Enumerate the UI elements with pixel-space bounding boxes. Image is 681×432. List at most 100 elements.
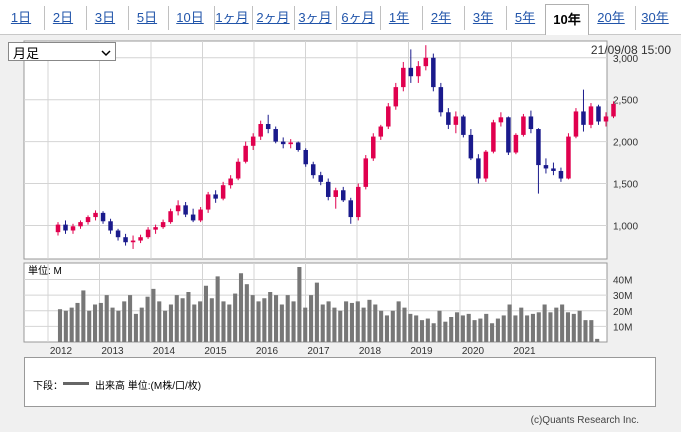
- volume-bar: [408, 313, 413, 342]
- candle-body: [205, 194, 211, 210]
- volume-bar: [338, 310, 343, 342]
- year-label: 2018: [359, 346, 382, 355]
- year-label: 2019: [410, 346, 433, 355]
- volume-bar: [209, 298, 214, 342]
- volume-bar: [379, 310, 384, 342]
- tab-9[interactable]: 6ヶ月: [336, 6, 379, 30]
- tab-label: 3年: [472, 10, 494, 25]
- volume-bar: [560, 304, 565, 342]
- candle-body: [528, 116, 534, 130]
- tab-7[interactable]: 2ヶ月: [252, 6, 293, 30]
- volume-bar: [583, 320, 588, 342]
- candle-body: [55, 224, 61, 233]
- tab-2[interactable]: 2日: [44, 6, 81, 30]
- volume-bar: [542, 304, 547, 342]
- candle-body: [423, 57, 429, 67]
- volume-bar: [303, 307, 308, 342]
- candle-body: [93, 212, 98, 218]
- candle-body: [175, 205, 181, 212]
- volume-tick-label: 40M: [613, 276, 632, 287]
- candle-body: [431, 57, 436, 88]
- chart-panel: 3,000 2,500 2,000 1,500 1,000 2012 2013 2014 201…: [0, 35, 681, 432]
- volume-bar: [110, 307, 115, 342]
- volume-bar: [484, 313, 489, 342]
- candle-body: [183, 205, 188, 215]
- tab-3[interactable]: 3日: [86, 6, 123, 30]
- price-tick-label: 2,000: [613, 138, 638, 149]
- tab-10[interactable]: 1年: [380, 6, 417, 30]
- tab-label: 1日: [10, 10, 32, 25]
- volume-bar: [163, 310, 168, 342]
- candle-body: [408, 67, 414, 77]
- volume-bar: [69, 307, 74, 342]
- volume-bar: [449, 317, 454, 342]
- volume-bar: [530, 313, 535, 342]
- volume-bar: [425, 318, 430, 342]
- legend-box: 下段： 出来高 単位:(M株/口/枚): [24, 357, 656, 407]
- candle-body: [70, 226, 76, 231]
- timestamp: 21/09/08 15:00: [590, 43, 671, 57]
- volume-bar: [174, 295, 179, 342]
- tab-5[interactable]: 10日: [168, 6, 211, 30]
- tab-12[interactable]: 3年: [464, 6, 501, 30]
- volume-bar: [186, 292, 191, 342]
- candle-body: [363, 158, 369, 187]
- volume-tick-label: 30M: [613, 291, 632, 302]
- volume-bar: [268, 292, 273, 342]
- volume-bar: [373, 304, 378, 342]
- period-select[interactable]: 月足: [8, 42, 116, 61]
- volume-bar: [554, 307, 559, 342]
- volume-bar: [198, 301, 203, 342]
- volume-bar: [320, 304, 325, 342]
- tab-1[interactable]: 1日: [4, 6, 38, 30]
- tab-13[interactable]: 5年: [506, 6, 543, 30]
- candle-body: [85, 217, 91, 223]
- tab-11[interactable]: 2年: [422, 6, 459, 30]
- candle-body: [513, 134, 519, 153]
- volume-bar: [349, 302, 354, 342]
- candle-body: [446, 112, 451, 125]
- volume-bar: [460, 315, 465, 342]
- volume-bar: [192, 304, 197, 342]
- volume-bar: [472, 320, 477, 342]
- candle-body: [543, 165, 549, 169]
- tab-label: 1年: [388, 10, 410, 25]
- candle-body: [198, 209, 203, 221]
- candle-body: [551, 168, 556, 171]
- volume-bar: [536, 312, 541, 342]
- year-label: 2015: [204, 346, 227, 355]
- candle-body: [115, 230, 121, 238]
- tab-8[interactable]: 3ヶ月: [294, 6, 335, 30]
- candle-body: [333, 190, 338, 197]
- tab-label: 20年: [597, 10, 625, 25]
- candle-body: [303, 150, 308, 165]
- candle-body: [273, 129, 278, 142]
- volume-bar: [291, 301, 296, 342]
- volume-bar: [367, 299, 372, 342]
- candle-body: [393, 87, 399, 107]
- tab-15[interactable]: 20年: [591, 6, 631, 30]
- tab-14[interactable]: 10年: [545, 4, 589, 35]
- price-tick-label: 3,000: [613, 54, 638, 65]
- copyright: (c)Quants Research Inc.: [530, 415, 639, 426]
- volume-bar: [419, 320, 425, 342]
- legend-label: 下段：: [33, 381, 63, 392]
- chevron-down-icon: [101, 46, 111, 61]
- candle-body: [295, 142, 301, 150]
- volume-bar: [443, 321, 448, 342]
- tab-6[interactable]: 1ヶ月: [214, 6, 249, 30]
- candle-body: [258, 124, 263, 137]
- price-tick-label: 1,000: [613, 221, 638, 232]
- candle-body: [265, 124, 271, 130]
- tab-4[interactable]: 5日: [128, 6, 165, 30]
- volume-bar: [565, 312, 571, 342]
- period-tabs: 1日 2日 3日 5日 10日 1ヶ月 2ヶ月 3ヶ月 6ヶ月 1年 2年 3年 5年 10年 20年 30年: [0, 0, 681, 35]
- candle-body: [220, 185, 226, 199]
- volume-bar: [361, 307, 366, 342]
- volume-tick-label: 10M: [613, 322, 632, 333]
- candle-body: [573, 111, 579, 137]
- volume-bar: [478, 318, 483, 342]
- candle-body: [611, 103, 616, 117]
- tab-16[interactable]: 30年: [635, 6, 674, 30]
- volume-bar: [279, 304, 284, 342]
